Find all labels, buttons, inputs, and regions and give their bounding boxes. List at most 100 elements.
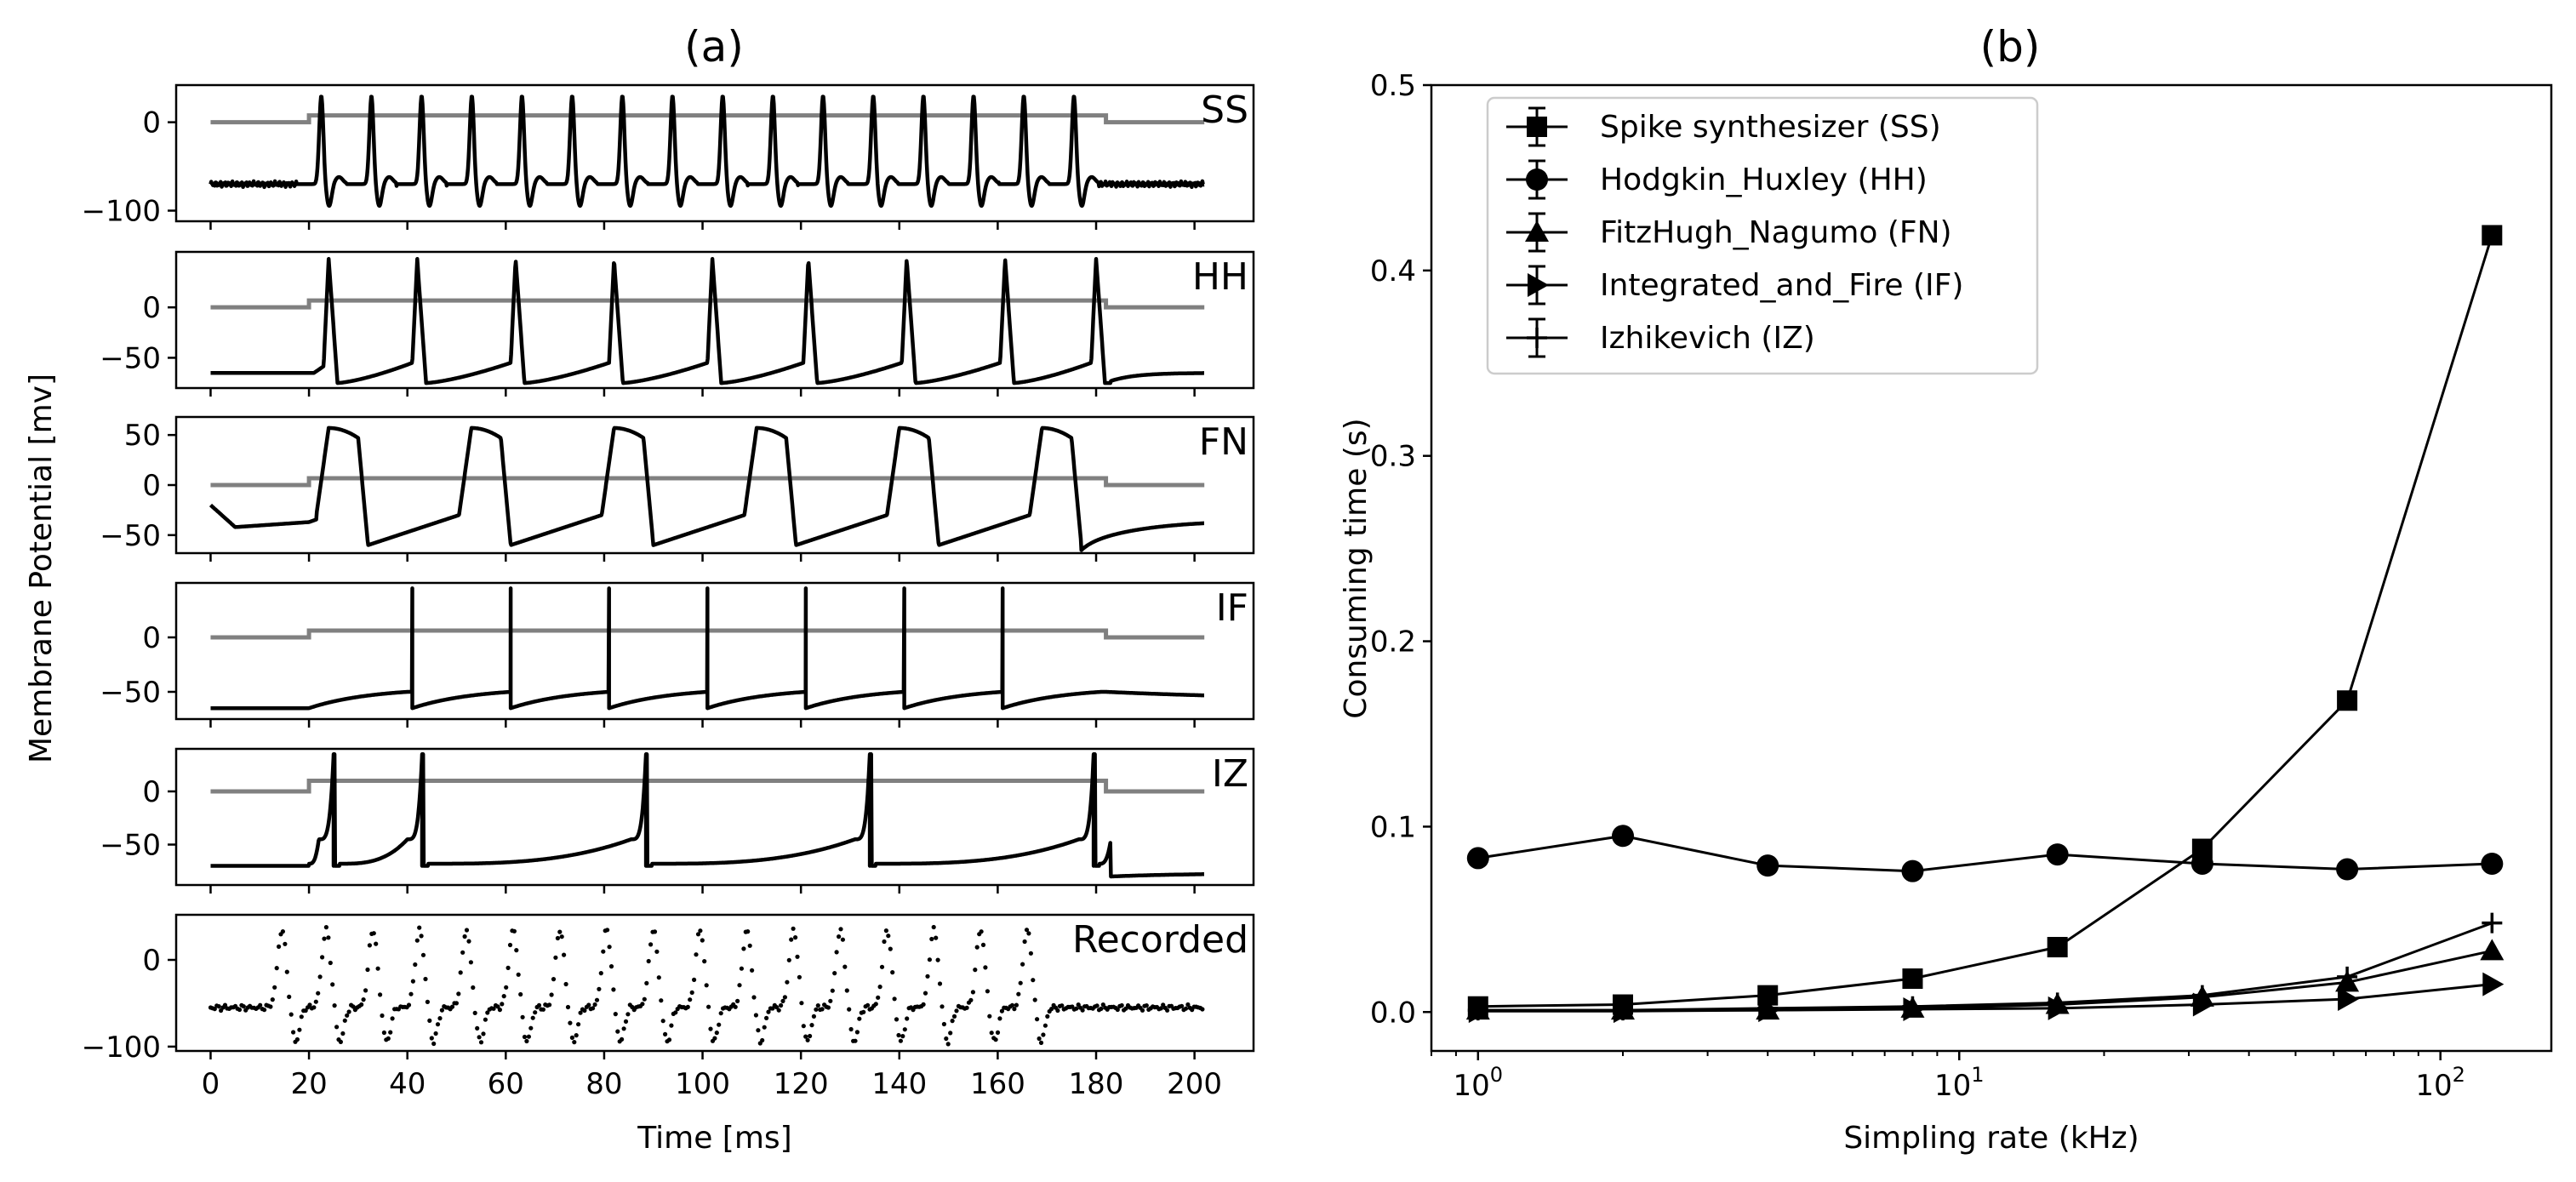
recorded-point (745, 929, 751, 934)
recorded-point (642, 996, 647, 1002)
recorded-point (898, 1038, 903, 1043)
subplot-fn: 50 0 −50 FN (100, 415, 1255, 562)
recorded-point (586, 1002, 591, 1008)
recorded-point (237, 1007, 243, 1013)
recorded-point (514, 948, 519, 953)
recorded-point (569, 1035, 575, 1040)
recorded-point (262, 1008, 267, 1013)
x-axis-label: Simpling rate (kHz) (1843, 1121, 2139, 1156)
recorded-point (483, 1017, 488, 1022)
recorded-point (950, 1019, 955, 1024)
recorded-point (882, 939, 887, 945)
y-tick-label: 0.1 (1370, 810, 1416, 844)
recorded-point (848, 1026, 854, 1032)
recorded-point (793, 935, 798, 940)
recorded-point (439, 1008, 445, 1013)
y-tick-label: 0 (142, 469, 161, 503)
recorded-point (294, 1036, 300, 1042)
recorded-point (437, 1016, 443, 1021)
recorded-point (753, 1013, 759, 1018)
x-tick-label: 200 (1167, 1067, 1222, 1101)
recorded-point (620, 1036, 625, 1042)
data-point-plus (1757, 997, 1779, 1019)
panel-b-title: (b) (1980, 22, 2041, 71)
recorded-point (828, 998, 833, 1003)
recorded-point (454, 1001, 460, 1006)
recorded-point (666, 1037, 672, 1042)
recorded-point (750, 968, 755, 973)
recorded-point (1139, 1008, 1145, 1013)
recorded-point (540, 1007, 546, 1012)
stimulus-line (210, 476, 1205, 488)
recorded-point (1026, 931, 1031, 936)
recorded-point (297, 1027, 302, 1032)
recorded-point (338, 1039, 343, 1044)
recorded-point (983, 965, 988, 970)
legend-label: FitzHugh_Nagumo (FN) (1600, 215, 1952, 250)
legend-marker-triangle-right (1528, 273, 1549, 297)
recorded-point (549, 992, 554, 997)
recorded-point (985, 989, 990, 994)
recorded-point (656, 975, 661, 980)
recorded-point (526, 1034, 532, 1039)
recorded-point (410, 979, 415, 984)
recorded-point (283, 941, 288, 946)
recorded-point (425, 999, 430, 1004)
recorded-point (815, 1003, 820, 1008)
recorded-point (390, 1016, 395, 1021)
recorded-point (1045, 1014, 1050, 1019)
recorded-point (323, 925, 328, 930)
recorded-point (511, 928, 517, 934)
recorded-point (615, 1029, 620, 1034)
recorded-point (340, 1031, 346, 1036)
recorded-point (475, 1025, 480, 1031)
recorded-point (591, 1006, 596, 1011)
recorded-point (378, 992, 383, 997)
data-point-square (2482, 225, 2503, 246)
y-tick-label: 0 (142, 106, 161, 140)
recorded-point (420, 952, 426, 957)
recorded-point (307, 1002, 312, 1008)
recorded-point (766, 1009, 771, 1014)
x-tick-label: 101 (1934, 1063, 1985, 1103)
recorded-point (375, 966, 380, 971)
recorded-point (877, 985, 882, 990)
recorded-point (574, 1033, 579, 1038)
recorded-point (222, 1002, 228, 1008)
membrane-trace-hh (208, 257, 1206, 385)
recorded-point (663, 1031, 668, 1036)
recorded-point (367, 943, 372, 948)
recorded-point (520, 1014, 525, 1019)
recorded-point (660, 1019, 665, 1024)
x-axis-label: Time [ms] (637, 1121, 791, 1156)
recorded-point (944, 1036, 949, 1042)
recorded-point (1012, 1007, 1017, 1012)
recorded-point (316, 991, 321, 996)
recorded-point (1049, 1007, 1054, 1012)
series-line (1477, 834, 2493, 873)
recorded-point (388, 1030, 393, 1035)
recorded-point (921, 1002, 926, 1007)
recorded-point (1115, 1007, 1120, 1013)
recorded-point (320, 955, 325, 960)
recorded-point (559, 934, 564, 939)
recorded-point (342, 1018, 347, 1023)
tick-base: 10 (2415, 1069, 2452, 1103)
recorded-point (427, 1018, 432, 1023)
recorded-point (973, 968, 978, 973)
y-tick-label: −50 (100, 829, 161, 863)
recorded-point (500, 1002, 505, 1007)
y-tick-label: 0 (142, 775, 161, 809)
recorded-point (805, 1037, 810, 1042)
recorded-point (365, 967, 370, 973)
data-point-square (1902, 968, 1923, 990)
recorded-point (808, 1033, 813, 1039)
data-point-plus (1613, 1000, 1634, 1021)
recorded-point (811, 1014, 817, 1019)
recorded-point (951, 1014, 957, 1019)
recorded-point (485, 1010, 490, 1015)
recorded-point (413, 962, 418, 968)
recorded-point (1158, 1006, 1163, 1011)
recorded-point (695, 932, 701, 937)
